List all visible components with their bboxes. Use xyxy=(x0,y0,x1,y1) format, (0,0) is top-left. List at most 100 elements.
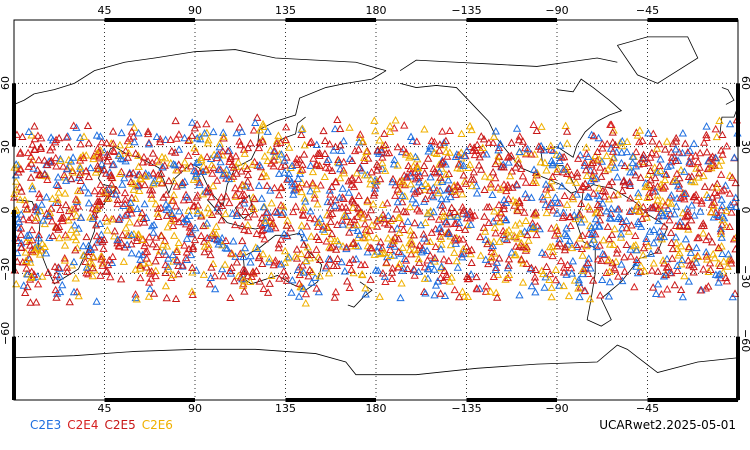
observation-marker xyxy=(327,182,336,191)
observation-marker xyxy=(658,197,667,205)
observation-marker xyxy=(28,184,37,193)
observation-marker xyxy=(238,221,247,230)
observation-marker xyxy=(339,157,348,166)
observation-marker xyxy=(54,263,63,271)
observation-marker xyxy=(36,144,45,152)
observation-marker xyxy=(438,177,447,185)
observation-marker xyxy=(235,122,244,131)
observation-marker xyxy=(728,173,737,181)
observation-marker xyxy=(62,263,72,271)
observation-marker xyxy=(547,283,556,291)
observation-marker xyxy=(414,267,423,275)
observation-marker xyxy=(427,191,436,199)
observation-marker xyxy=(730,289,740,297)
observation-marker xyxy=(240,190,249,199)
observation-marker xyxy=(42,192,51,201)
observation-marker xyxy=(410,271,419,279)
observation-marker xyxy=(497,162,506,170)
observation-marker xyxy=(620,267,629,275)
observation-marker xyxy=(205,208,214,217)
observation-marker xyxy=(589,166,599,175)
top-lon-tick-label: 45 xyxy=(97,4,112,17)
observation-marker xyxy=(21,288,30,297)
observation-marker xyxy=(312,159,321,168)
observation-marker xyxy=(673,181,683,190)
observation-marker xyxy=(231,151,241,160)
observation-marker xyxy=(65,297,74,306)
observation-marker xyxy=(392,205,401,213)
observation-marker xyxy=(187,229,197,238)
observation-marker xyxy=(481,235,490,243)
observation-marker xyxy=(618,223,627,232)
observation-marker xyxy=(470,211,479,219)
observation-marker xyxy=(107,170,116,179)
observation-marker xyxy=(180,133,189,142)
observation-marker xyxy=(188,118,197,126)
observation-marker xyxy=(697,196,706,205)
observation-marker xyxy=(401,256,411,264)
observation-marker xyxy=(126,117,135,126)
observation-marker xyxy=(125,169,134,178)
observation-marker xyxy=(240,199,249,207)
observation-marker xyxy=(91,205,100,213)
observation-marker xyxy=(722,206,731,215)
observation-marker xyxy=(166,135,175,143)
observation-marker xyxy=(294,292,304,300)
observation-marker xyxy=(655,227,664,235)
observation-marker xyxy=(202,165,211,173)
observation-marker xyxy=(354,175,363,183)
observation-marker xyxy=(677,259,686,268)
observation-marker xyxy=(649,259,658,267)
observation-marker xyxy=(652,144,662,152)
observation-marker xyxy=(675,221,684,229)
observation-marker xyxy=(110,231,119,240)
observation-marker xyxy=(107,180,116,188)
observation-marker xyxy=(547,292,556,301)
observation-marker xyxy=(47,216,57,225)
observation-marker xyxy=(661,200,670,209)
observation-marker xyxy=(315,255,325,263)
observation-marker xyxy=(572,240,581,248)
observation-marker xyxy=(374,266,383,274)
observation-marker xyxy=(445,184,455,193)
observation-marker xyxy=(628,158,637,167)
observation-marker xyxy=(421,194,430,203)
observation-marker xyxy=(355,164,364,172)
observation-marker xyxy=(461,225,470,233)
observation-marker xyxy=(116,274,126,283)
observation-marker xyxy=(255,125,265,134)
observation-marker xyxy=(575,210,585,218)
observation-marker xyxy=(239,276,248,284)
observation-marker xyxy=(149,228,158,236)
observation-marker xyxy=(599,235,608,244)
observation-marker xyxy=(98,261,107,269)
observation-marker xyxy=(330,124,340,133)
observation-marker xyxy=(199,221,208,230)
observation-marker xyxy=(653,182,662,190)
observation-marker xyxy=(117,128,126,137)
observation-marker xyxy=(115,242,124,250)
observation-marker xyxy=(644,158,653,167)
top-lon-tick-label: −135 xyxy=(451,4,482,17)
observation-marker xyxy=(376,237,385,246)
observation-marker xyxy=(95,152,105,160)
observation-marker xyxy=(296,227,306,236)
observation-marker xyxy=(671,137,681,145)
observation-marker xyxy=(307,278,316,286)
observation-marker xyxy=(541,200,550,209)
observation-marker xyxy=(722,141,731,150)
observation-marker xyxy=(52,180,61,188)
observation-marker xyxy=(67,205,77,213)
observation-marker xyxy=(442,194,451,203)
observation-marker xyxy=(390,233,400,241)
observation-marker xyxy=(163,222,172,231)
observation-marker xyxy=(574,154,583,162)
observation-marker xyxy=(477,132,486,140)
observation-marker xyxy=(724,249,733,258)
right-lat-tick-label: 60 xyxy=(739,76,750,91)
observation-marker xyxy=(667,268,676,277)
observation-marker xyxy=(104,194,113,202)
observation-marker xyxy=(593,254,603,263)
observation-marker xyxy=(107,215,116,223)
observation-marker xyxy=(396,293,405,302)
